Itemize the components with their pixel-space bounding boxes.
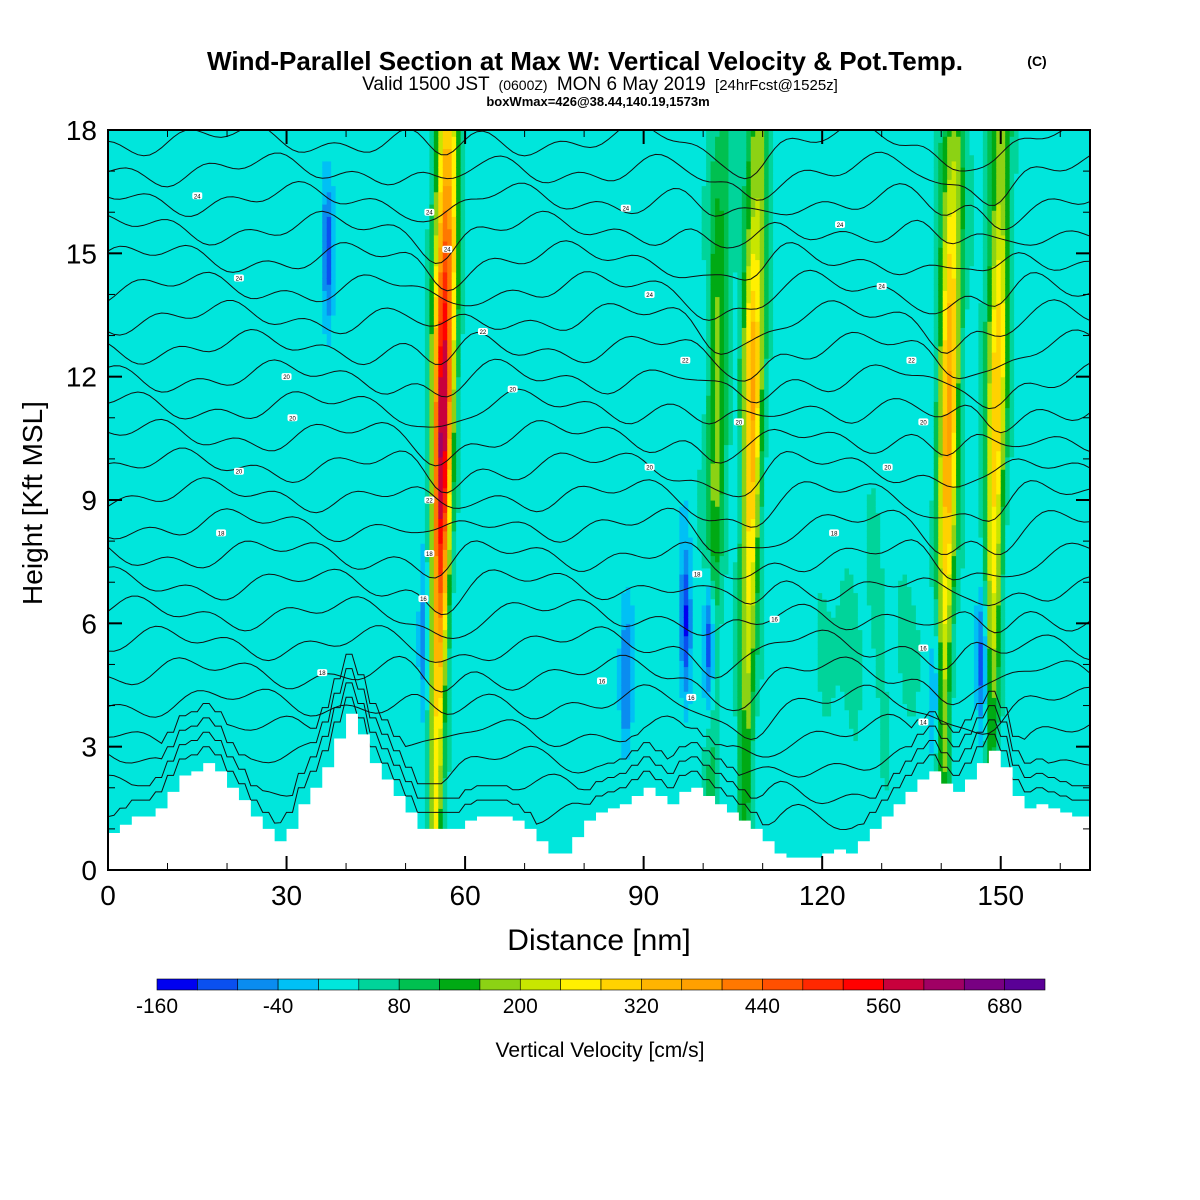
colorbar-swatch (277, 978, 319, 991)
colorbar-swatch (1004, 978, 1046, 991)
theta-label: 20 (233, 467, 244, 476)
title-mark: (C) (1027, 53, 1046, 69)
chart-subtitle: Valid 1500 JST (0600Z) MON 6 May 2019 [2… (362, 74, 838, 95)
colorbar-swatch (519, 978, 561, 991)
theta-label: 20 (507, 385, 518, 394)
theta-label: 22 (906, 356, 917, 365)
theta-label: 22 (424, 496, 435, 505)
x-tick-label: 90 (628, 880, 659, 911)
colorbar-tick-label: 80 (388, 995, 411, 1018)
theta-label: 16 (769, 615, 780, 624)
x-tick-label: 120 (799, 880, 846, 911)
colorbar-swatch (398, 978, 440, 991)
colorbar-tick-label: 320 (624, 995, 659, 1018)
potential-temperature-contours (108, 130, 1090, 831)
theta-label: 24 (876, 282, 887, 291)
subtitle-zulu: (0600Z) (499, 77, 548, 93)
subtitle-valid: Valid 1500 JST (362, 74, 490, 95)
x-tick-label: 0 (100, 880, 116, 911)
subtitle-fcst: [24hrFcst@1525z] (715, 77, 838, 94)
colorbar-tick-label: 680 (987, 995, 1022, 1018)
y-tick-label: 18 (66, 115, 97, 146)
theta-label: 18 (829, 529, 840, 537)
y-tick-label: 3 (81, 732, 97, 763)
theta-label: 24 (442, 245, 453, 254)
y-tick-label: 0 (81, 855, 97, 886)
colorbar-swatch (802, 978, 844, 991)
colorbar-label: Vertical Velocity [cm/s] (496, 1039, 705, 1062)
theta-label: 14 (918, 718, 929, 727)
colorbar-swatch (358, 978, 400, 991)
theta-label: 22 (477, 327, 488, 336)
chart-title: Wind-Parallel Section at Max W: Vertical… (207, 46, 963, 76)
x-tick-label: 60 (450, 880, 481, 911)
theta-contour-labels: 24 24 20 20 20 18 18 24 24 22 20 22 18 16 24 24 22 20 18 16… (192, 192, 929, 727)
colorbar-swatch (560, 978, 602, 991)
theta-label: 16 (596, 677, 607, 685)
colorbar-tick-label: -160 (136, 995, 178, 1018)
y-axis-label: Height [Kft MSL] (17, 401, 48, 605)
theta-label: 20 (733, 418, 744, 426)
colorbar-swatch (237, 978, 279, 991)
theta-label: 24 (835, 221, 846, 229)
theta-label: 16 (686, 693, 697, 702)
theta-label: 20 (918, 418, 929, 426)
theta-label: 24 (644, 290, 655, 299)
theta-label: 18 (424, 549, 435, 558)
colorbar-swatch (923, 978, 965, 991)
theta-label: 20 (882, 463, 893, 472)
theta-label: 18 (692, 570, 703, 579)
colorbar-swatch (963, 978, 1005, 991)
theta-label: 24 (192, 192, 203, 200)
colorbar-tick-label: 560 (866, 995, 901, 1018)
y-tick-label: 9 (81, 485, 97, 516)
theta-label: 24 (620, 204, 631, 213)
x-axis-label: Distance [nm] (507, 924, 690, 957)
theta-label: 18 (216, 529, 227, 537)
colorbar-swatch (197, 978, 239, 991)
theta-label: 24 (424, 208, 435, 217)
y-tick-label: 15 (66, 238, 97, 269)
x-tick-label: 30 (271, 880, 302, 911)
theta-label: 16 (918, 644, 929, 653)
colorbar-swatch (600, 978, 642, 991)
theta-label: 22 (680, 356, 691, 365)
colorbar-swatch (883, 978, 925, 991)
colorbar-swatch (641, 978, 683, 991)
colorbar-tick-label: -40 (263, 995, 293, 1018)
theta-label: 20 (644, 463, 655, 472)
colorbar-tick-label: 440 (745, 995, 780, 1018)
colorbar-swatch (156, 978, 198, 991)
theta-label: 20 (287, 414, 298, 422)
x-tick-label: 150 (977, 880, 1024, 911)
y-tick-label: 6 (81, 608, 97, 639)
theta-label: 20 (281, 373, 292, 381)
colorbar-swatch (762, 978, 804, 991)
plot-area: 24 24 20 20 20 18 18 24 24 22 20 22 18 16 24 24 22 20 18 16… (108, 130, 1090, 870)
subtitle-date: MON 6 May 2019 (557, 74, 706, 95)
colorbar-tick-label: 200 (503, 995, 538, 1018)
axis-ticks: 0 30 60 90 120 150 0 3 6 9 12 15 18 (66, 115, 1090, 911)
colorbar: -160 -40 80 200 320 440 560 680 (136, 978, 1046, 1018)
terrain-mask (108, 713, 1090, 870)
colorbar-swatch (318, 978, 360, 991)
colorbar-swatch (721, 978, 763, 991)
colorbar-swatch (842, 978, 884, 991)
y-tick-label: 12 (66, 362, 97, 393)
colorbar-swatch (439, 978, 481, 991)
colorbar-swatch (681, 978, 723, 991)
vertical-velocity-field (108, 130, 1090, 870)
theta-label: 16 (418, 595, 429, 603)
theta-label: 18 (317, 669, 328, 677)
chart-subtitle-2: boxWmax=426@38.44,140.19,1573m (486, 94, 709, 109)
colorbar-swatch (479, 978, 521, 991)
theta-label: 24 (233, 274, 244, 283)
